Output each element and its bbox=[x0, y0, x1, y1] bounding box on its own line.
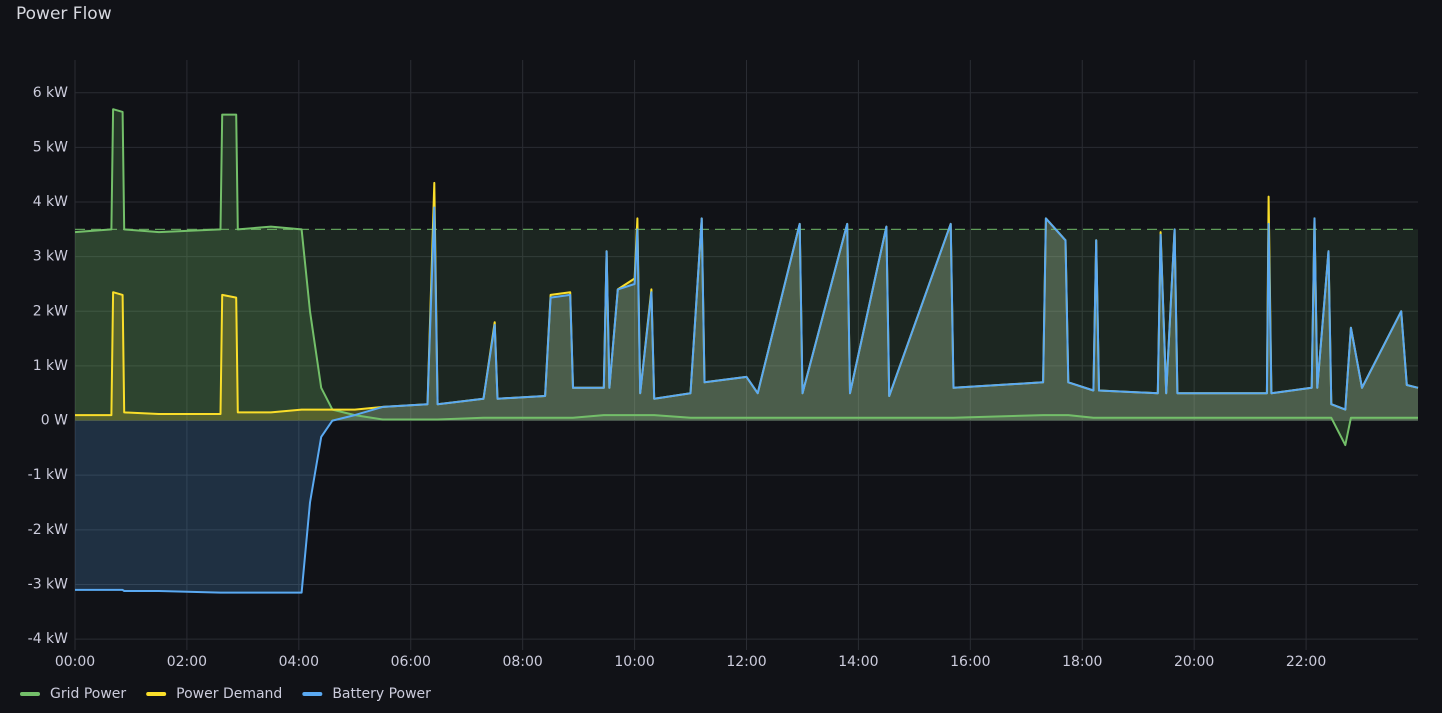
legend-label: Battery Power bbox=[332, 686, 431, 702]
x-tick-label: 12:00 bbox=[726, 654, 766, 670]
series-area bbox=[75, 109, 1418, 446]
x-tick-label: 16:00 bbox=[950, 654, 990, 670]
y-tick-label: 4 kW bbox=[33, 194, 68, 210]
y-tick-label: 6 kW bbox=[33, 85, 68, 101]
x-tick-label: 00:00 bbox=[55, 654, 95, 670]
legend-item[interactable]: Power Demand bbox=[146, 686, 282, 702]
series-area bbox=[75, 207, 1418, 593]
y-tick-label: 5 kW bbox=[33, 139, 68, 155]
legend-item[interactable]: Grid Power bbox=[20, 686, 126, 702]
y-tick-label: 2 kW bbox=[33, 303, 68, 319]
x-tick-label: 08:00 bbox=[502, 654, 542, 670]
x-tick-label: 14:00 bbox=[838, 654, 878, 670]
series-line bbox=[74, 108, 1418, 447]
chart-title: Power Flow bbox=[16, 4, 112, 24]
series-line bbox=[75, 206, 1419, 594]
series-area bbox=[75, 182, 1418, 421]
threshold-area bbox=[75, 229, 1418, 421]
x-tick-label: 06:00 bbox=[391, 654, 431, 670]
legend-label: Grid Power bbox=[50, 686, 126, 702]
y-tick-label: -4 kW bbox=[28, 631, 69, 647]
x-tick-label: 22:00 bbox=[1286, 654, 1326, 670]
legend-item[interactable]: Battery Power bbox=[302, 686, 431, 702]
y-tick-label: 1 kW bbox=[33, 358, 68, 374]
y-tick-label: -3 kW bbox=[28, 576, 69, 592]
y-tick-label: -2 kW bbox=[28, 522, 69, 538]
y-tick-label: 3 kW bbox=[33, 249, 68, 265]
y-tick-label: -1 kW bbox=[28, 467, 69, 483]
x-tick-label: 18:00 bbox=[1062, 654, 1102, 670]
x-tick-label: 04:00 bbox=[279, 654, 319, 670]
legend-label: Power Demand bbox=[176, 686, 282, 702]
x-tick-label: 02:00 bbox=[167, 654, 207, 670]
x-tick-label: 10:00 bbox=[614, 654, 654, 670]
y-tick-label: 0 W bbox=[41, 413, 68, 429]
x-tick-label: 20:00 bbox=[1174, 654, 1214, 670]
